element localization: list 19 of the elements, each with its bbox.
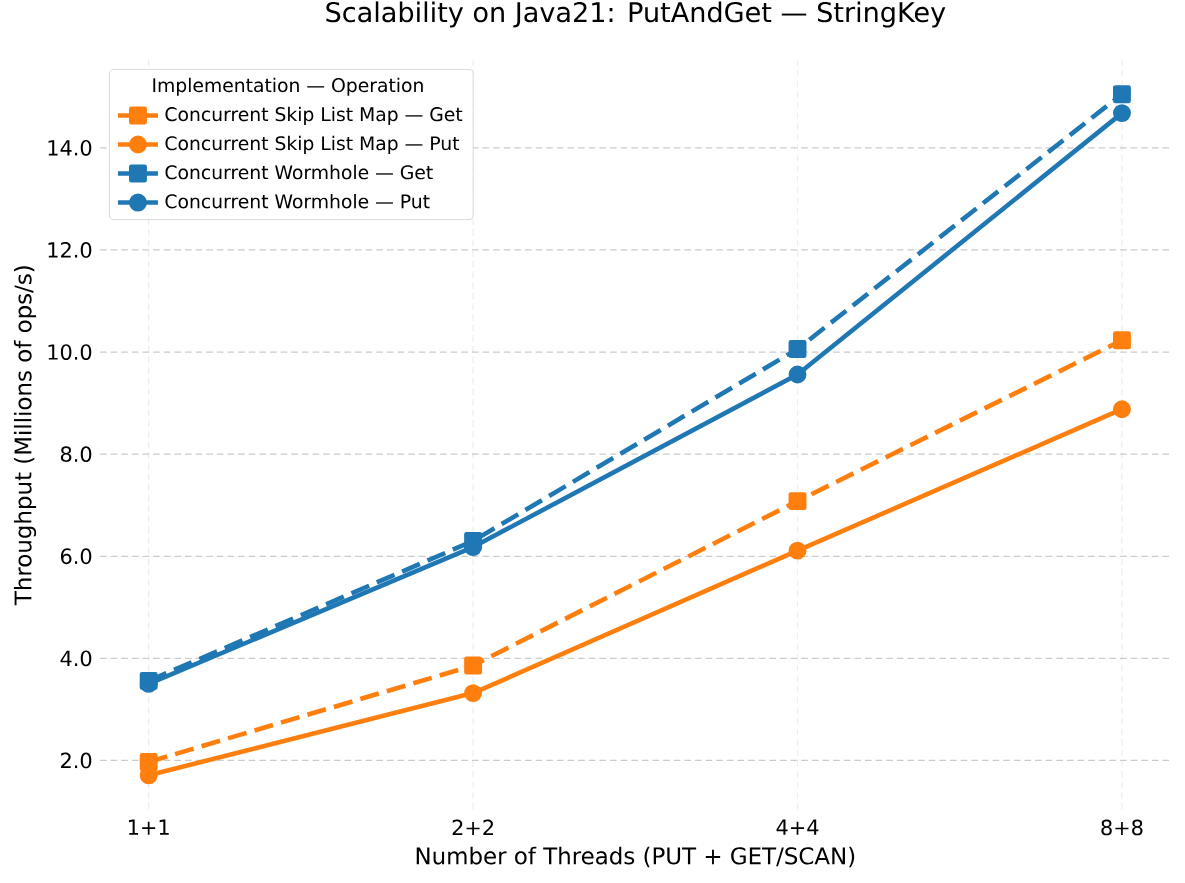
x-tick-label: 8+8 [1101,819,1143,836]
legend-label: Concurrent Wormhole — Put [165,193,430,209]
legend-label: Concurrent Wormhole — Get [165,164,433,180]
y-tick-label: 12.0 [48,242,92,258]
x-tick-label: 2+2 [452,819,493,836]
x-axis-title: Number of Threads (PUT + GET/SCAN) [416,846,855,868]
y-tick-label: 8.0 [60,446,92,463]
x-tick-label: 4+4 [776,819,819,835]
x-tick-label: 1+1 [128,819,169,835]
legend-label: Concurrent Skip List Map — Get [165,106,463,125]
legend-title: Implementation — Operation [153,77,423,96]
y-tick-label: 10.0 [48,344,92,360]
legend-label: Concurrent Skip List Map — Put [165,135,460,154]
y-tick-label: 4.0 [60,650,92,667]
y-axis-title: Throughput (Millions of ops/s) [13,266,37,606]
y-tick-label: 6.0 [60,548,92,565]
y-tick-label: 2.0 [61,752,92,769]
chart-title: Scalability on Java21: PutAndGet — StringKey [326,1,946,28]
y-tick-label: 14.0 [48,139,92,156]
